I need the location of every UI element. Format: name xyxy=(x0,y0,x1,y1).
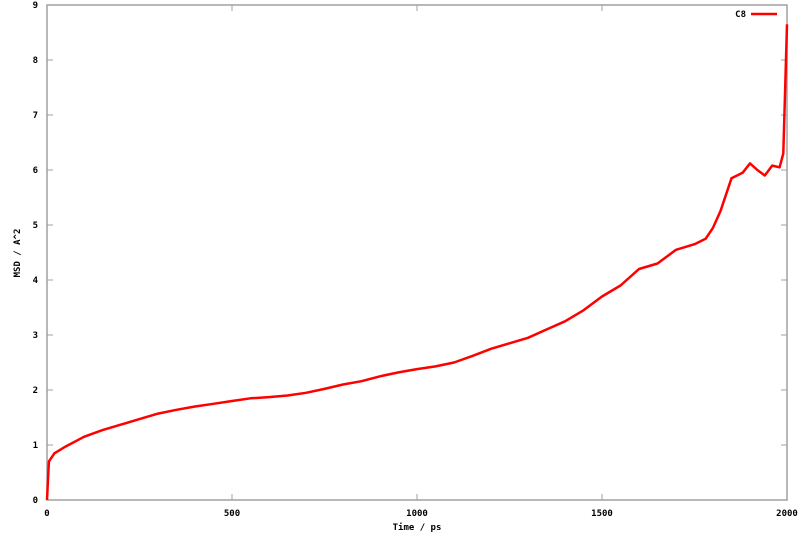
plot-frame xyxy=(46,4,788,501)
x-tick-label: 0 xyxy=(44,509,49,519)
series-line-c8 xyxy=(45,24,789,501)
y-tick-label: 8 xyxy=(33,56,38,66)
y-tick-label: 0 xyxy=(33,496,38,506)
y-tick-label: 7 xyxy=(33,111,38,121)
y-tick-label: 2 xyxy=(33,386,38,396)
legend: C8 xyxy=(735,10,777,20)
y-tick-label: 4 xyxy=(33,276,39,286)
y-tick-label: 3 xyxy=(33,331,38,341)
x-tick-label: 2000 xyxy=(776,509,798,519)
y-tick-label: 5 xyxy=(33,221,38,231)
x-axis-label: Time / ps xyxy=(393,522,442,533)
y-axis-label: MSD / A^2 xyxy=(13,229,23,278)
x-tick-label: 1000 xyxy=(406,509,428,519)
y-tick-label: 1 xyxy=(33,441,38,451)
x-tick-label: 1500 xyxy=(591,509,613,519)
x-tick-label: 500 xyxy=(224,509,240,519)
legend-label: C8 xyxy=(735,10,746,20)
y-tick-label: 6 xyxy=(33,166,38,176)
y-tick-label: 9 xyxy=(33,1,38,11)
